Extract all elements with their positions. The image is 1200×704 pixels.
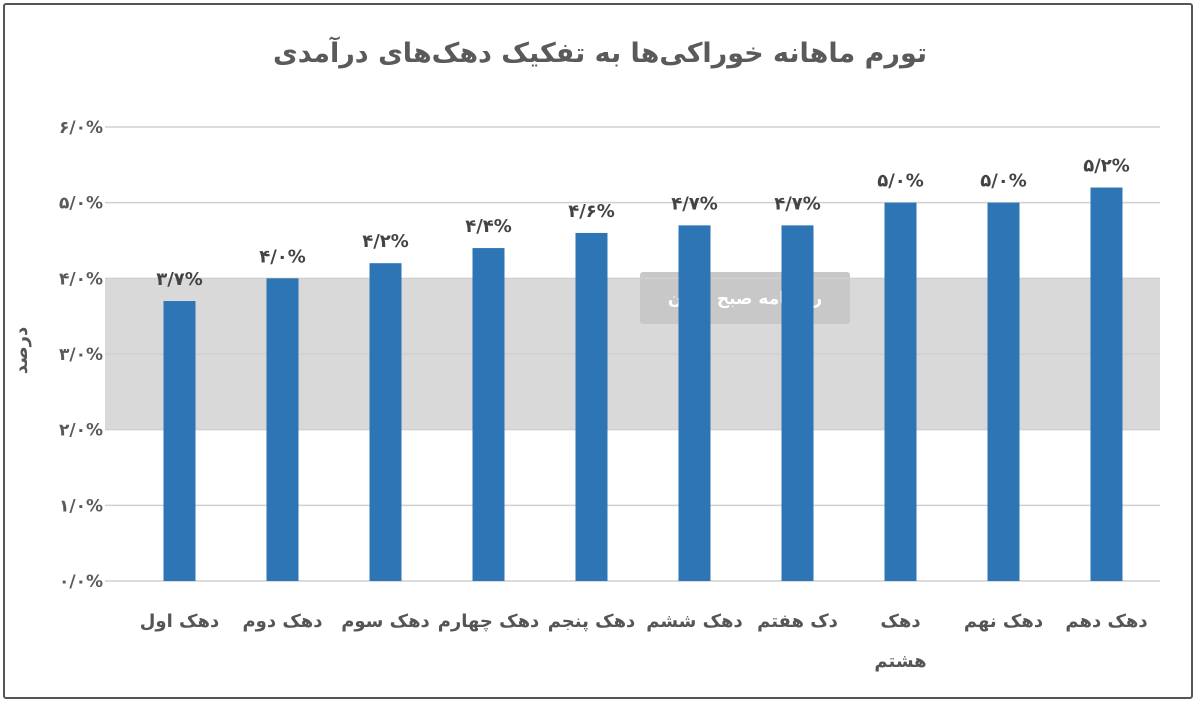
bar (884, 202, 917, 581)
data-label: ۵/۰% (980, 171, 1027, 192)
bar (987, 202, 1020, 581)
x-tick-label: دهک دهم (1065, 611, 1147, 632)
y-tick-label: ۶/۰% (59, 118, 103, 138)
data-label: ۴/۰% (259, 246, 306, 267)
y-tick-label: ۴/۰% (59, 269, 103, 289)
data-label: ۵/۲% (1083, 156, 1130, 177)
y-tick-label: ۰/۰% (59, 572, 103, 592)
y-tick-label: ۳/۰% (59, 345, 103, 365)
bar (575, 232, 608, 581)
data-label: ۴/۶% (568, 201, 615, 222)
x-tick-label: دهک نهم (964, 611, 1043, 632)
bar (472, 248, 505, 582)
bar (163, 301, 196, 581)
data-label: ۴/۷% (671, 193, 718, 214)
y-tick-label: ۵/۰% (59, 194, 103, 214)
x-tick-label: دهک چهارم (438, 611, 540, 632)
bar (266, 278, 299, 581)
y-tick-label: ۲/۰% (59, 421, 103, 441)
bar (1090, 187, 1123, 582)
chart-title: تورم ماهانه خوراکی‌ها به تفکیک دهک‌های د… (272, 38, 928, 69)
y-tick-label: ۱/۰% (59, 496, 103, 516)
x-tick-label: دهک ششم (646, 611, 743, 632)
x-tick-label: دهک (880, 611, 920, 632)
data-label: ۵/۰% (877, 171, 924, 192)
x-tick-label: دهک پنجم (548, 611, 636, 632)
x-tick-label: دهک دوم (242, 611, 322, 632)
x-tick-label: دهک سوم (341, 611, 430, 632)
bar (678, 225, 711, 581)
bar (369, 263, 402, 581)
data-label: ۴/۲% (362, 231, 409, 252)
x-tick-label: هشتم (874, 651, 926, 672)
data-label: ۴/۴% (465, 216, 512, 237)
data-label: ۴/۷% (774, 193, 821, 214)
chart-frame (3, 3, 1193, 699)
data-label: ۳/۷% (156, 269, 203, 290)
bar (781, 225, 814, 581)
x-tick-label: دهک اول (140, 611, 219, 632)
x-tick-label: دک هفتم (757, 611, 838, 632)
